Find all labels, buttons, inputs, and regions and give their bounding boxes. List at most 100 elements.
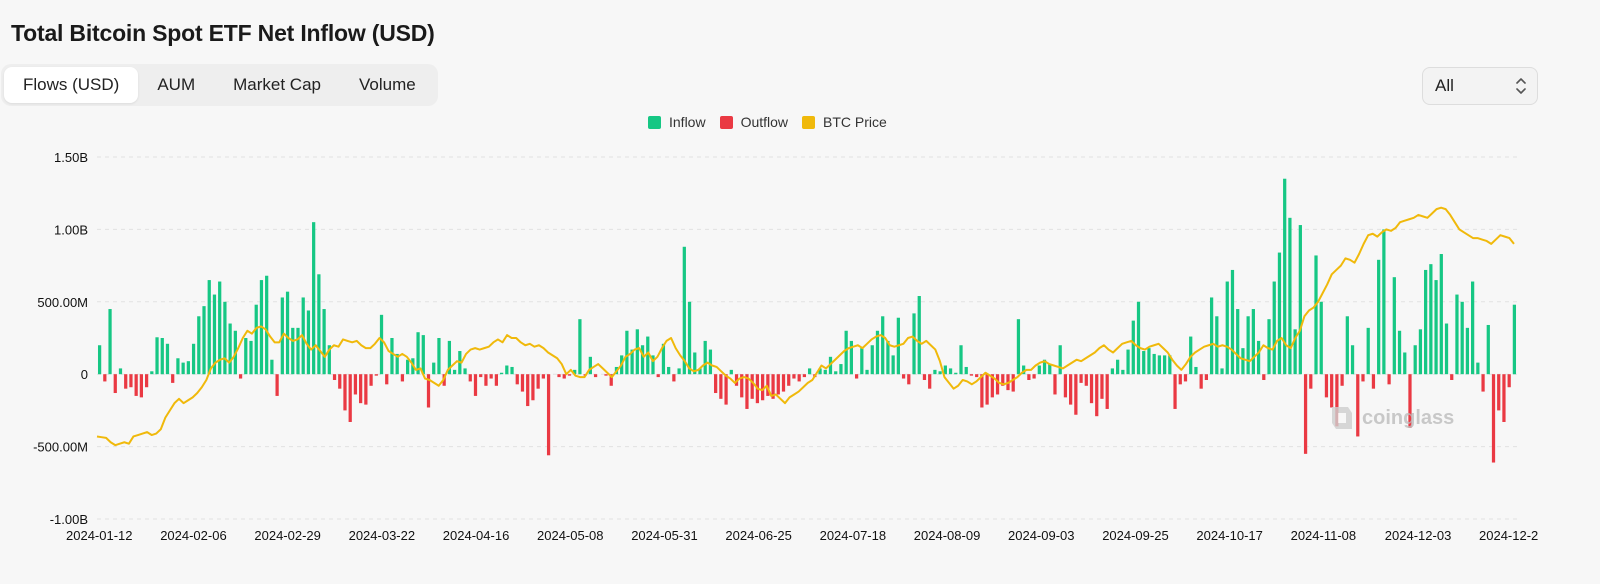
inflow-bar — [176, 358, 180, 375]
tab-market-cap[interactable]: Market Cap — [233, 75, 321, 94]
inflow-bar — [505, 365, 509, 375]
x-tick-label: 2024-09-03 — [1008, 528, 1075, 543]
inflow-bar — [218, 281, 222, 375]
outflow-bar — [1450, 374, 1454, 380]
outflow-bar — [1069, 374, 1073, 405]
outflow-bar — [740, 374, 744, 398]
inflow-bar — [160, 338, 164, 375]
inflow-bar — [917, 296, 921, 375]
outflow-bar — [385, 374, 389, 385]
outflow-bar — [1371, 374, 1376, 389]
legend-label-inflow: Inflow — [669, 114, 706, 130]
outflow-bar — [1079, 374, 1083, 383]
inflow-bar — [881, 316, 885, 375]
inflow-bar — [729, 369, 733, 375]
outflow-bar — [1491, 374, 1496, 463]
inflow-bar — [682, 246, 686, 375]
inflow-bar — [1439, 254, 1443, 375]
legend-label-outflow: Outflow — [740, 114, 789, 130]
outflow-bar — [745, 374, 749, 409]
legend-swatch-inflow — [648, 115, 661, 129]
legend-item-inflow[interactable]: Inflow — [648, 114, 706, 130]
inflow-bar — [818, 368, 822, 375]
outflow-bar — [1173, 374, 1177, 409]
tab-flows[interactable]: Flows (USD) — [4, 67, 139, 103]
inflow-bar — [625, 330, 629, 375]
inflow-bar — [265, 275, 269, 375]
inflow-bar — [1152, 353, 1156, 375]
outflow-bar — [557, 374, 561, 378]
inflow-bar — [108, 309, 112, 375]
inflow-bar — [640, 345, 645, 375]
inflow-bar — [406, 359, 410, 375]
inflow-bar — [1486, 324, 1490, 375]
chevron-updown-icon — [1516, 78, 1526, 94]
outflow-bar — [1074, 374, 1078, 415]
range-select[interactable]: All — [1422, 67, 1538, 105]
inflow-bar — [886, 340, 890, 375]
outflow-bar — [802, 374, 807, 378]
inflow-bar — [1110, 368, 1115, 375]
inflow-bar — [1460, 301, 1464, 375]
legend-label-btc-price: BTC Price — [823, 114, 887, 130]
inflow-bar — [244, 338, 248, 375]
outflow-bar — [1309, 374, 1313, 389]
outflow-bar — [1027, 374, 1031, 380]
outflow-bar — [969, 374, 974, 376]
outflow-bar — [593, 374, 598, 378]
outflow-bar — [714, 374, 718, 394]
inflow-bar — [1267, 319, 1271, 375]
inflow-bar — [1058, 345, 1062, 375]
inflow-bar — [510, 366, 514, 375]
inflow-bar — [1455, 294, 1459, 375]
inflow-bar — [197, 316, 201, 375]
legend-item-outflow[interactable]: Outflow — [719, 114, 789, 130]
inflow-bar — [432, 362, 436, 375]
inflow-bar — [708, 349, 713, 375]
outflow-bar — [1204, 374, 1208, 380]
outflow-bar — [562, 374, 566, 379]
inflow-bar — [703, 340, 707, 375]
inflow-bar — [1121, 369, 1125, 375]
outflow-bar — [1507, 374, 1511, 388]
legend-item-btc-price[interactable]: BTC Price — [802, 114, 887, 130]
outflow-bar — [369, 374, 373, 386]
inflow-bar — [1366, 327, 1370, 375]
x-tick-label: 2024-12-2 — [1479, 528, 1538, 543]
x-tick-label: 2024-05-31 — [631, 528, 698, 543]
inflow-bar — [1382, 229, 1386, 375]
inflow-bar — [1168, 355, 1172, 375]
inflow-bar — [693, 352, 697, 375]
x-tick-label: 2024-02-06 — [160, 528, 227, 543]
inflow-bar — [395, 353, 399, 375]
inflow-bar — [1131, 320, 1135, 375]
outflow-bar — [787, 374, 791, 386]
legend-swatch-outflow — [719, 115, 733, 129]
inflow-bar — [437, 338, 441, 375]
inflow-bar — [1194, 366, 1198, 375]
inflow-bar — [865, 369, 869, 375]
outflow-bar — [1032, 374, 1036, 379]
inflow-bar — [223, 301, 227, 375]
tab-volume[interactable]: Volume — [359, 75, 416, 94]
outflow-bar — [781, 374, 786, 392]
outflow-bar — [426, 374, 431, 408]
x-tick-label: 2024-11-08 — [1291, 528, 1357, 543]
outflow-bar — [1011, 374, 1015, 392]
outflow-bar — [479, 374, 483, 378]
inflow-bar — [1345, 316, 1349, 375]
x-tick-label: 2024-10-17 — [1196, 528, 1263, 543]
outflow-bar — [1335, 374, 1339, 427]
tab-aum[interactable]: AUM — [157, 75, 196, 94]
chart-legend: Inflow Outflow BTC Price — [648, 114, 887, 130]
metric-tabs: Flows (USD) AUM Market Cap Volume — [1, 64, 438, 106]
inflow-bar — [807, 368, 812, 375]
inflow-bar — [1256, 340, 1261, 375]
outflow-bar — [995, 374, 1000, 395]
outflow-bar — [604, 374, 608, 376]
outflow-bar — [364, 374, 368, 405]
outflow-bar — [1340, 374, 1344, 386]
outflow-bar — [144, 374, 149, 388]
x-tick-label: 2024-01-12 — [66, 528, 133, 543]
